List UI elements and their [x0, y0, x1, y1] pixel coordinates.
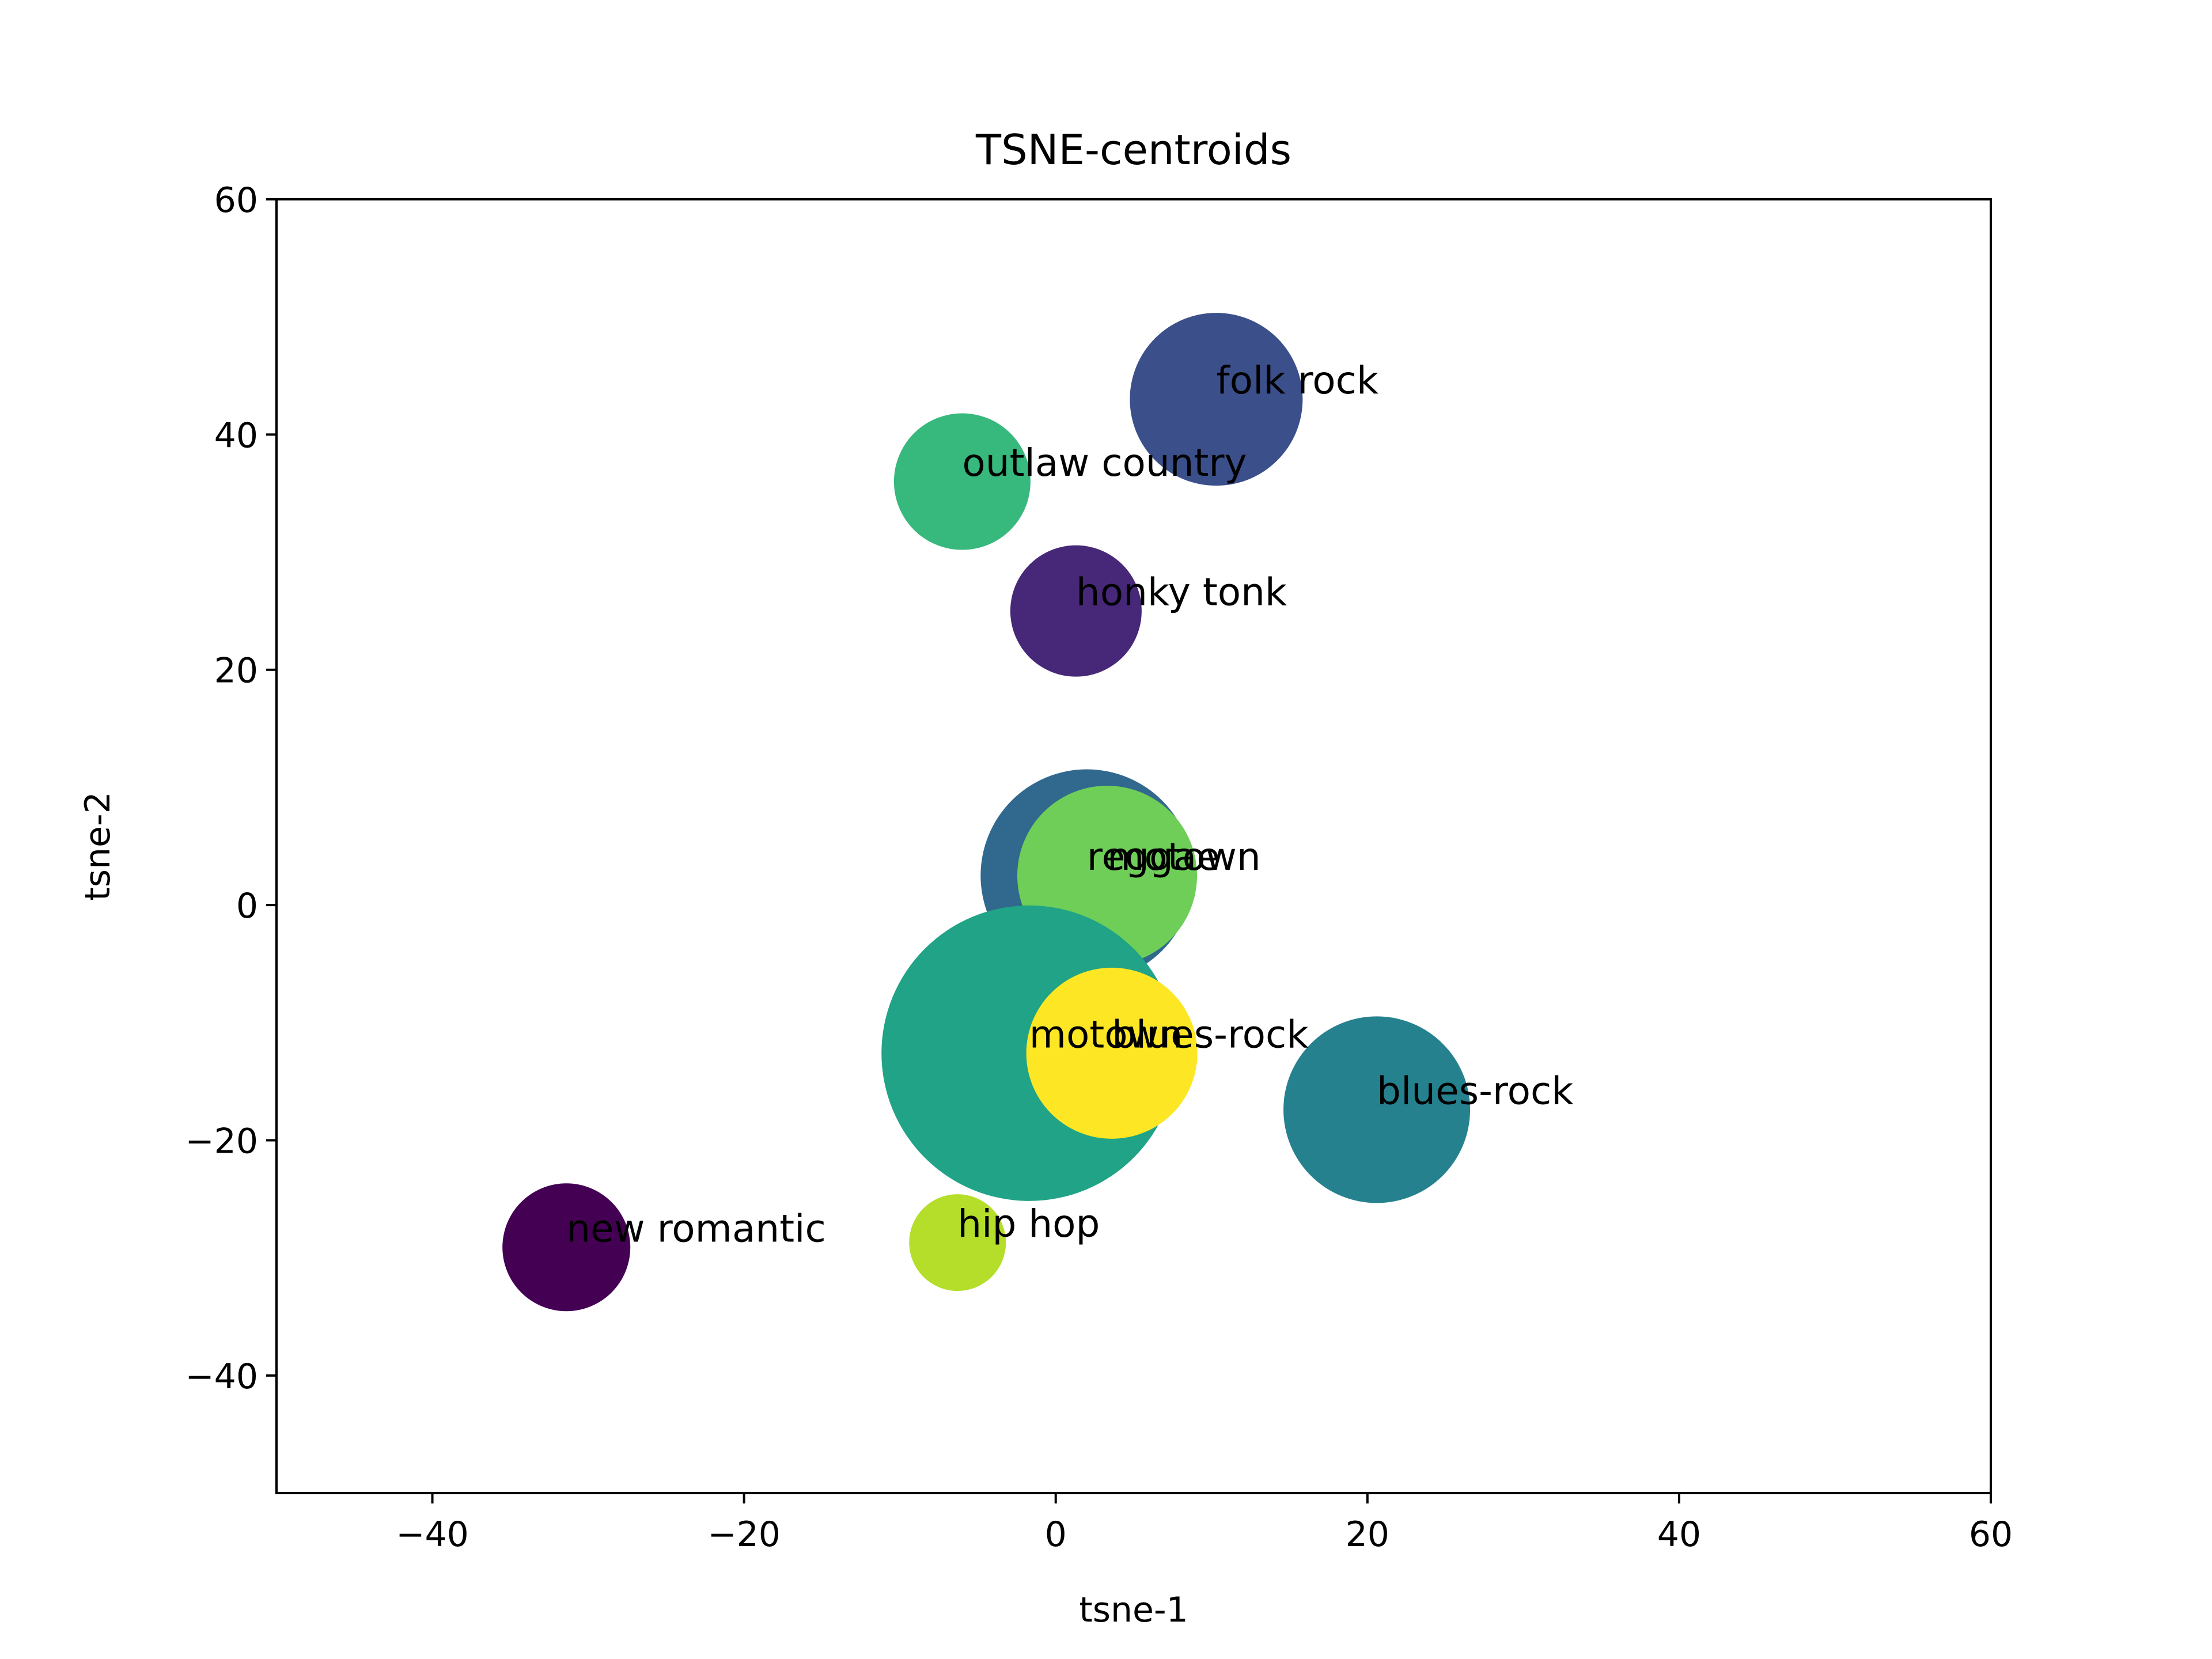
y-tick-label-5: 60 [214, 180, 258, 221]
y-tick-label-1: −20 [185, 1121, 258, 1161]
x-tick-label-4: 40 [1657, 1514, 1701, 1555]
x-tick-label-0: −40 [396, 1514, 469, 1555]
x-tick-label-2: 0 [1045, 1514, 1067, 1555]
point-new-romantic-8 [502, 1183, 631, 1312]
point-label-reggae-3: reggae [1087, 835, 1220, 879]
x-tick-label-1: −20 [707, 1514, 781, 1555]
point-label-blues-rock-6: blues-rock [1112, 1012, 1309, 1056]
x-tick-label-3: 20 [1346, 1514, 1389, 1555]
point-hip-hop-9 [909, 1194, 1006, 1291]
point-honky-tonk-2 [1010, 545, 1142, 677]
y-axis-ticks: −40 −20 0 20 40 60 [185, 180, 276, 1397]
point-label-motown-4: motown [1107, 835, 1261, 879]
point-label-blues-rock-7: blues-rock [1377, 1069, 1574, 1113]
y-axis-label: tsne-2 [78, 791, 118, 901]
y-tick-label-3: 20 [214, 651, 258, 691]
y-tick-label-4: 40 [214, 415, 258, 456]
point-label-motown-5: motown [1029, 1012, 1183, 1056]
point-label-new-romantic-8: new romantic [566, 1206, 826, 1251]
point-label-hip-hop-9: hip hop [957, 1202, 1100, 1246]
points-layer [502, 313, 1471, 1312]
point-label-outlaw-country-1: outlaw country [962, 441, 1247, 485]
chart-title: TSNE-centroids [975, 126, 1291, 174]
x-axis-label: tsne-1 [1079, 1590, 1188, 1630]
point-outlaw-country-1 [893, 413, 1031, 550]
y-tick-label-2: 0 [236, 886, 258, 926]
x-tick-label-5: 60 [1969, 1514, 2013, 1555]
point-label-folk-rock-0: folk rock [1216, 358, 1379, 403]
x-axis-ticks: −40 −20 0 20 40 60 [396, 1493, 2013, 1555]
point-blues-rock-6 [1026, 967, 1198, 1139]
plot-frame [275, 198, 1992, 1494]
point-blues-rock-7 [1283, 1016, 1471, 1203]
point-label-honky-tonk-2: honky tonk [1076, 570, 1287, 615]
point-folk-rock-0 [1130, 313, 1303, 486]
y-tick-label-0: −40 [185, 1357, 258, 1397]
